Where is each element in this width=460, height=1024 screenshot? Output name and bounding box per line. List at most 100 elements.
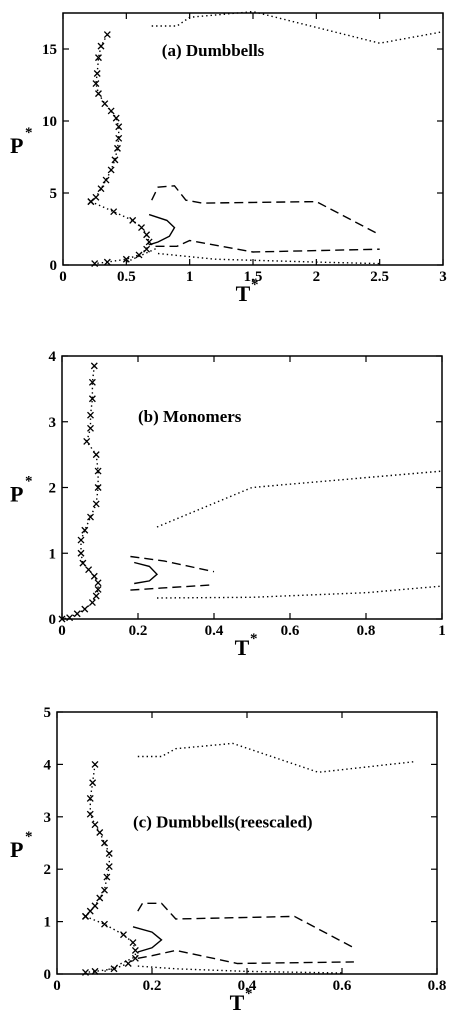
x-marker [66,614,74,622]
x-marker [114,144,121,152]
x-marker [73,610,81,618]
panel-title: (c) Dumbbells(reescaled) [133,812,313,831]
series-dotted-x-line [84,764,111,917]
x-marker [94,585,102,593]
x-tick-label: 0.8 [428,978,447,994]
x-marker [103,31,111,39]
x-marker [124,960,132,967]
y-tick-label: 2 [44,862,52,878]
x-tick-label: 0.4 [238,978,257,994]
series-dashed-line [151,185,381,236]
x-marker [112,114,120,122]
x-marker [85,566,93,574]
x-marker [92,451,100,459]
series-solid-line [148,213,176,246]
y-axis-superscript: * [25,474,33,490]
x-axis-title: T [235,635,250,660]
x-marker [143,231,151,239]
plot-frame [56,711,438,975]
y-tick-label: 3 [49,415,57,431]
x-marker [92,592,100,600]
x-marker [81,526,89,534]
y-tick-label: 1 [49,546,57,562]
x-marker [102,176,110,184]
x-marker [103,258,111,266]
x-tick-label: 0.8 [357,623,376,639]
y-tick-label: 3 [44,810,52,826]
y-tick-label: 1 [44,915,52,931]
series-dashed-line [130,584,215,591]
x-tick-label: 2 [313,269,321,285]
x-marker [96,894,104,902]
x-marker [135,251,143,259]
x-marker [143,245,151,253]
x-tick-label: 3 [439,269,447,285]
series-solid-line [132,926,163,953]
x-marker [105,863,113,871]
x-marker [129,216,137,224]
x-tick-label: 0.4 [205,623,224,639]
series-dotted-x-line [90,200,150,265]
series-dashed-line [137,902,355,949]
x-marker [105,850,113,857]
x-marker [138,224,145,232]
y-tick-label: 10 [42,114,57,130]
y-tick-label: 5 [50,186,58,202]
x-marker [87,424,94,432]
x-marker [101,839,108,847]
y-tick-label: 0 [44,967,52,983]
x-marker [131,946,139,954]
x-marker [87,513,94,521]
x-marker [91,260,99,268]
x-marker [107,107,115,115]
x-marker [94,467,102,475]
x-marker [81,605,89,613]
y-axis-superscript: * [25,829,33,845]
x-marker [103,873,111,881]
x-marker [129,939,137,947]
x-marker [120,931,127,939]
x-marker [88,599,96,607]
y-tick-label: 2 [49,481,57,497]
x-marker [82,968,89,976]
x-marker [83,438,91,445]
x-marker [93,70,101,77]
x-marker [79,559,87,567]
series-dashed-line [137,949,354,965]
x-marker [92,500,100,508]
x-marker [107,166,115,174]
x-marker [110,208,118,216]
x-marker [97,185,105,193]
x-tick-label: 1 [186,269,194,285]
x-marker [97,42,105,50]
series-solid-line [134,561,159,585]
series-dotted-x-line [85,915,137,974]
x-marker [91,760,99,768]
x-tick-label: 0 [59,269,67,285]
series-dotted-line [157,252,380,265]
x-tick-label: 0.5 [117,269,136,285]
series-dotted-line [156,470,443,528]
x-tick-label: 0 [53,978,61,994]
y-tick-label: 15 [42,42,57,58]
x-marker [122,255,130,263]
x-marker [101,920,108,928]
x-tick-label: 0.2 [129,623,148,639]
x-tick-label: 0.2 [143,978,162,994]
series-dotted-x-line [90,34,120,203]
x-axis-superscript: * [250,631,258,647]
y-tick-label: 4 [49,349,57,365]
x-marker [101,886,108,894]
x-marker [111,156,119,164]
x-marker [101,100,109,108]
x-marker [92,80,100,88]
x-marker [82,912,89,920]
x-marker [87,411,94,419]
x-axis-title: T [230,990,245,1015]
x-marker [89,779,97,787]
y-tick-label: 0 [49,612,57,628]
x-marker [110,965,118,973]
